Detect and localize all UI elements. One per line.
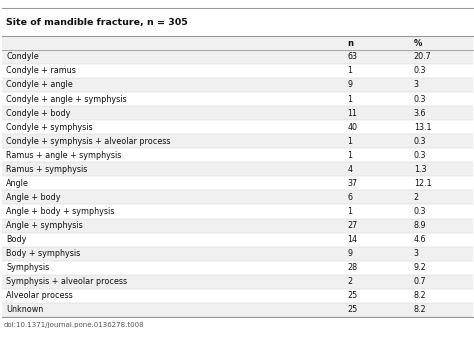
Bar <box>2 219 473 233</box>
Text: 9: 9 <box>347 249 353 258</box>
Text: Condyle + symphysis: Condyle + symphysis <box>6 123 93 132</box>
Text: Angle: Angle <box>6 179 29 188</box>
Text: Angle + symphysis: Angle + symphysis <box>6 221 83 230</box>
Bar <box>2 78 473 92</box>
Text: Angle + body: Angle + body <box>6 193 61 202</box>
Text: 0.3: 0.3 <box>414 151 426 160</box>
Text: Ramus + angle + symphysis: Ramus + angle + symphysis <box>6 151 121 160</box>
Text: 1: 1 <box>347 137 353 146</box>
Text: 27: 27 <box>347 221 358 230</box>
Text: Alveolar process: Alveolar process <box>6 292 73 300</box>
Text: %: % <box>414 39 422 47</box>
Text: 8.2: 8.2 <box>414 292 427 300</box>
Text: 3: 3 <box>414 249 419 258</box>
Text: 25: 25 <box>347 292 358 300</box>
Text: 1: 1 <box>347 151 353 160</box>
Text: 3.6: 3.6 <box>414 108 426 118</box>
Text: 40: 40 <box>347 123 357 132</box>
Bar <box>2 148 473 162</box>
Text: Unknown: Unknown <box>6 305 44 315</box>
Bar <box>2 247 473 261</box>
Text: Condyle: Condyle <box>6 52 39 61</box>
Text: 8.9: 8.9 <box>414 221 427 230</box>
Text: 12.1: 12.1 <box>414 179 431 188</box>
Text: Symphysis: Symphysis <box>6 263 49 272</box>
Text: 1: 1 <box>347 66 353 75</box>
Text: Condyle + ramus: Condyle + ramus <box>6 66 76 75</box>
Bar <box>2 289 473 303</box>
Text: 9: 9 <box>347 80 353 89</box>
Text: 0.3: 0.3 <box>414 66 426 75</box>
Text: Condyle + body: Condyle + body <box>6 108 71 118</box>
Text: 63: 63 <box>347 52 357 61</box>
Bar <box>2 8 473 36</box>
Text: 28: 28 <box>347 263 357 272</box>
Text: Site of mandible fracture, n = 305: Site of mandible fracture, n = 305 <box>6 18 188 27</box>
Text: 0.7: 0.7 <box>414 277 427 286</box>
Text: 14: 14 <box>347 235 357 244</box>
Text: 4: 4 <box>347 165 353 174</box>
Text: 11: 11 <box>347 108 357 118</box>
Text: 37: 37 <box>347 179 357 188</box>
Text: Condyle + angle + symphysis: Condyle + angle + symphysis <box>6 95 127 103</box>
Text: 1: 1 <box>347 95 353 103</box>
Text: 0.3: 0.3 <box>414 95 426 103</box>
Text: 2: 2 <box>414 193 419 202</box>
Text: 13.1: 13.1 <box>414 123 431 132</box>
Bar <box>2 176 473 191</box>
Text: Condyle + symphysis + alveolar process: Condyle + symphysis + alveolar process <box>6 137 171 146</box>
Bar <box>2 261 473 275</box>
Text: Condyle + angle: Condyle + angle <box>6 80 73 89</box>
Text: 20.7: 20.7 <box>414 52 431 61</box>
Text: n: n <box>347 39 354 47</box>
Text: 0.3: 0.3 <box>414 137 426 146</box>
Text: 1.3: 1.3 <box>414 165 426 174</box>
Bar <box>2 120 473 134</box>
Bar <box>2 92 473 106</box>
Bar <box>2 191 473 204</box>
Bar <box>2 106 473 120</box>
Text: 0.3: 0.3 <box>414 207 426 216</box>
Text: Angle + body + symphysis: Angle + body + symphysis <box>6 207 115 216</box>
Text: 4.6: 4.6 <box>414 235 426 244</box>
Bar <box>2 275 473 289</box>
Text: Symphysis + alveolar process: Symphysis + alveolar process <box>6 277 128 286</box>
Text: doi:10.1371/journal.pone.0136278.t008: doi:10.1371/journal.pone.0136278.t008 <box>4 322 145 328</box>
Text: 3: 3 <box>414 80 419 89</box>
Bar <box>2 204 473 219</box>
Text: 8.2: 8.2 <box>414 305 427 315</box>
Bar <box>2 303 473 317</box>
Text: 1: 1 <box>347 207 353 216</box>
Text: 2: 2 <box>347 277 353 286</box>
Bar <box>2 36 473 50</box>
Bar <box>2 233 473 247</box>
Bar <box>2 134 473 148</box>
Text: 9.2: 9.2 <box>414 263 427 272</box>
Text: Body: Body <box>6 235 27 244</box>
Bar <box>2 50 473 64</box>
Bar <box>2 162 473 176</box>
Text: 25: 25 <box>347 305 358 315</box>
Text: 6: 6 <box>347 193 353 202</box>
Text: Body + symphysis: Body + symphysis <box>6 249 81 258</box>
Bar <box>2 64 473 78</box>
Text: Ramus + symphysis: Ramus + symphysis <box>6 165 88 174</box>
